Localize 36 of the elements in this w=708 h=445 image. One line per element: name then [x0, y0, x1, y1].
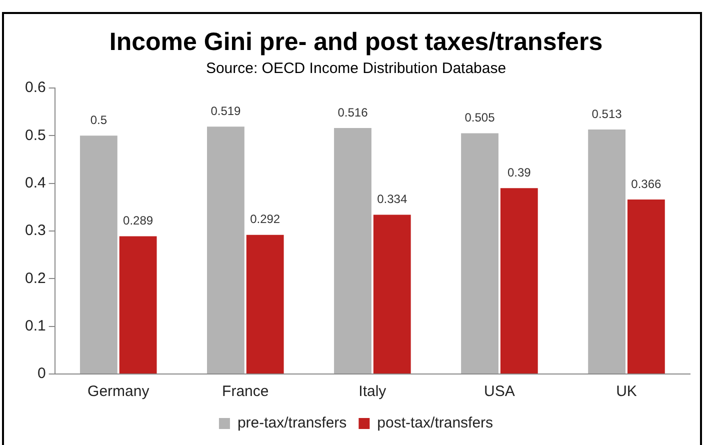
x-tick-label: Germany [88, 383, 150, 400]
y-tick-label: 0.2 [24, 270, 46, 287]
y-tick-label: 0.4 [24, 174, 46, 192]
bar [246, 234, 284, 374]
bar [207, 126, 244, 374]
x-tick-label: UK [616, 383, 637, 400]
bar [461, 133, 498, 374]
bar [627, 200, 665, 374]
x-tick-label: USA [484, 383, 515, 400]
data-label: 0.516 [338, 105, 368, 120]
x-tick-label: France [222, 383, 269, 400]
legend-label: post-tax/transfers [377, 414, 494, 432]
y-tick-label: 0.5 [24, 126, 46, 144]
bar [80, 136, 118, 374]
bar [588, 129, 626, 374]
y-tick-label: 0.3 [24, 222, 46, 240]
data-label: 0.289 [123, 214, 154, 228]
data-label: 0.292 [250, 212, 280, 226]
data-label: 0.513 [592, 106, 622, 121]
data-label: 0.5 [90, 112, 108, 127]
chart-title: Income Gini pre- and post taxes/transfers [109, 28, 603, 56]
chart-subtitle: Source: OECD Income Distribution Database [206, 60, 506, 78]
data-label: 0.519 [210, 104, 242, 118]
data-label: 0.39 [507, 165, 532, 180]
data-label: 0.505 [464, 110, 496, 125]
data-label: 0.334 [377, 192, 408, 206]
bar [373, 214, 411, 374]
legend-label: pre-tax/transfers [237, 414, 347, 432]
bar [500, 188, 538, 374]
y-tick-label: 0.1 [24, 317, 46, 334]
bar [119, 236, 157, 374]
y-tick-label: 0.6 [24, 79, 46, 96]
x-tick-label: Italy [358, 383, 387, 400]
bar [334, 128, 372, 374]
data-label: 0.366 [631, 176, 662, 191]
y-tick-label: 0 [38, 365, 46, 382]
